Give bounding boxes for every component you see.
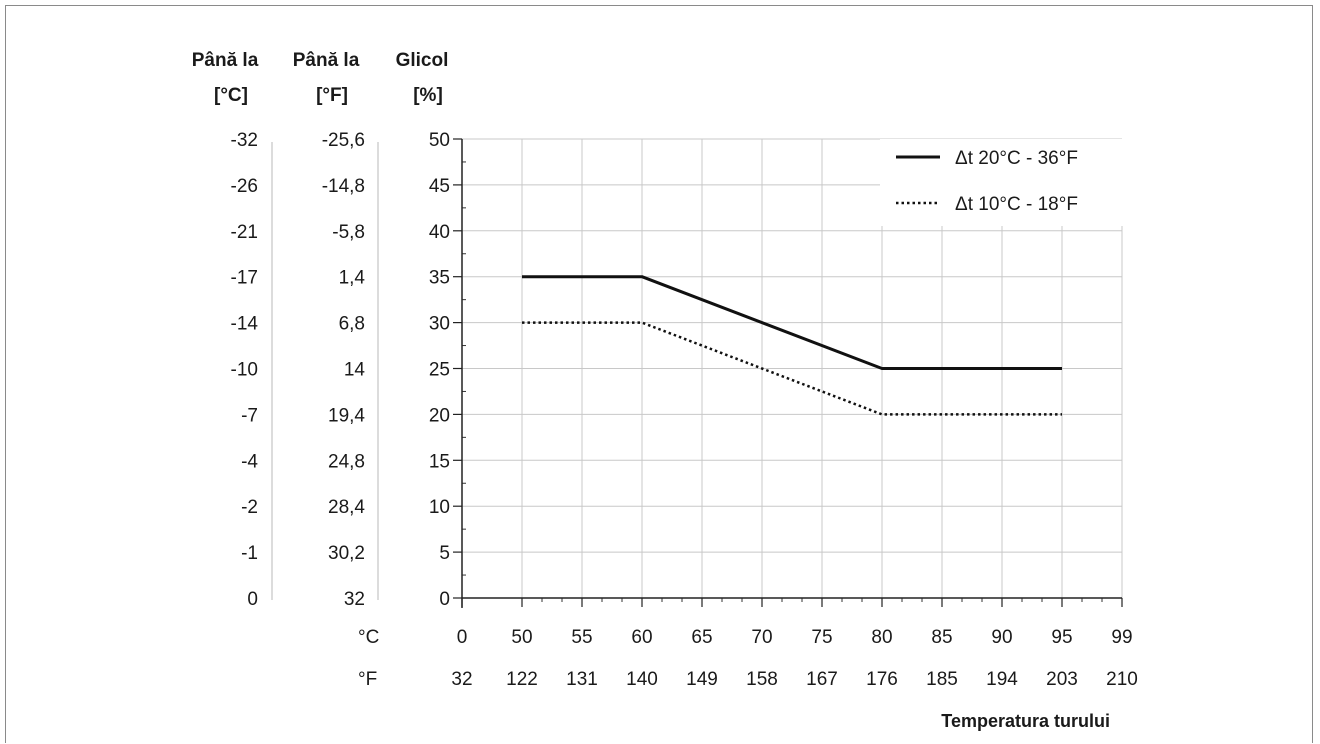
x-tick-label-f: 32	[451, 669, 472, 690]
x-tick-label-f: 167	[806, 669, 838, 690]
x-tick-label-c: 60	[631, 627, 652, 648]
legend-label: Δt 20°C - 36°F	[955, 148, 1078, 169]
x-tick-label-f: 140	[626, 669, 658, 690]
legend: Δt 20°C - 36°F Δt 10°C - 18°F	[880, 139, 1123, 226]
series-line-dt10	[522, 321, 1062, 416]
column-value: 24,8	[328, 451, 365, 472]
column-value: -1	[241, 543, 258, 564]
x-tick-label-c: 99	[1111, 627, 1132, 648]
x-tick-label-f: 185	[926, 669, 958, 690]
x-tick-label-c: 50	[511, 627, 532, 648]
column-value: -17	[231, 268, 258, 289]
legend-box	[880, 139, 1123, 226]
y-tick-label: 35	[429, 268, 450, 289]
y-tick-label: 25	[429, 360, 450, 381]
column-value: -2	[241, 497, 258, 518]
y-tick-label: 30	[429, 314, 450, 335]
column-value: 1,4	[339, 268, 366, 289]
column-value: 6,8	[339, 314, 365, 335]
column-header-line1: Până la	[293, 50, 360, 71]
x-tick-label-c: 70	[751, 627, 772, 648]
y-tick-label: 45	[429, 176, 450, 197]
chart-frame	[5, 5, 1313, 743]
column-value: 14	[344, 360, 366, 381]
x-unit-f: °F	[358, 669, 377, 690]
column-header-line2: [°F]	[316, 85, 348, 106]
column-value: -5,8	[332, 222, 365, 243]
series-line-dt20	[522, 275, 1062, 370]
x-tick-label-c: 75	[811, 627, 832, 648]
tick-labels: Până la[°C]-32-26-21-17-14-10-7-4-2-10Pâ…	[192, 50, 1138, 731]
x-tick-label-c: 95	[1051, 627, 1072, 648]
x-tick-label-f: 131	[566, 669, 598, 690]
y-tick-label: 40	[429, 222, 450, 243]
column-value: -10	[231, 360, 258, 381]
x-tick-label-c: 55	[571, 627, 592, 648]
column-header-line2: [%]	[413, 85, 443, 106]
x-tick-label-c: 65	[691, 627, 712, 648]
x-tick-label-f: 158	[746, 669, 778, 690]
column-value: 28,4	[328, 497, 365, 518]
x-tick-label-f: 210	[1106, 669, 1138, 690]
column-header-line1: Până la	[192, 50, 259, 71]
axes	[271, 138, 1123, 608]
column-value: -14,8	[322, 176, 365, 197]
y-tick-label: 20	[429, 405, 450, 426]
y-tick-label: 10	[429, 497, 450, 518]
column-value: 32	[344, 589, 365, 610]
y-tick-label: 0	[439, 589, 450, 610]
y-tick-label: 50	[429, 130, 450, 151]
column-header-line1: Glicol	[396, 50, 449, 71]
series-lines	[522, 275, 1062, 416]
x-tick-label-c: 90	[991, 627, 1012, 648]
y-tick-label: 15	[429, 451, 450, 472]
column-value: -4	[241, 451, 258, 472]
column-value: -7	[241, 405, 258, 426]
x-tick-label-f: 122	[506, 669, 538, 690]
column-header-line2: [°C]	[214, 85, 248, 106]
x-tick-label-c: 85	[931, 627, 952, 648]
x-tick-label-c: 80	[871, 627, 892, 648]
column-value: 30,2	[328, 543, 365, 564]
x-tick-label-f: 149	[686, 669, 718, 690]
x-tick-label-c: 0	[457, 627, 468, 648]
column-value: -14	[231, 314, 259, 335]
x-axis-title: Temperatura turului	[941, 711, 1110, 731]
x-unit-c: °C	[358, 627, 379, 648]
x-tick-label-f: 203	[1046, 669, 1078, 690]
column-value: 19,4	[328, 405, 365, 426]
x-tick-label-f: 176	[866, 669, 898, 690]
column-value: -32	[231, 130, 258, 151]
legend-label: Δt 10°C - 18°F	[955, 194, 1078, 215]
column-value: -26	[231, 176, 258, 197]
y-tick-label: 5	[439, 543, 450, 564]
x-tick-label-f: 194	[986, 669, 1018, 690]
column-value: -25,6	[322, 130, 365, 151]
column-value: -21	[231, 222, 258, 243]
column-value: 0	[247, 589, 258, 610]
